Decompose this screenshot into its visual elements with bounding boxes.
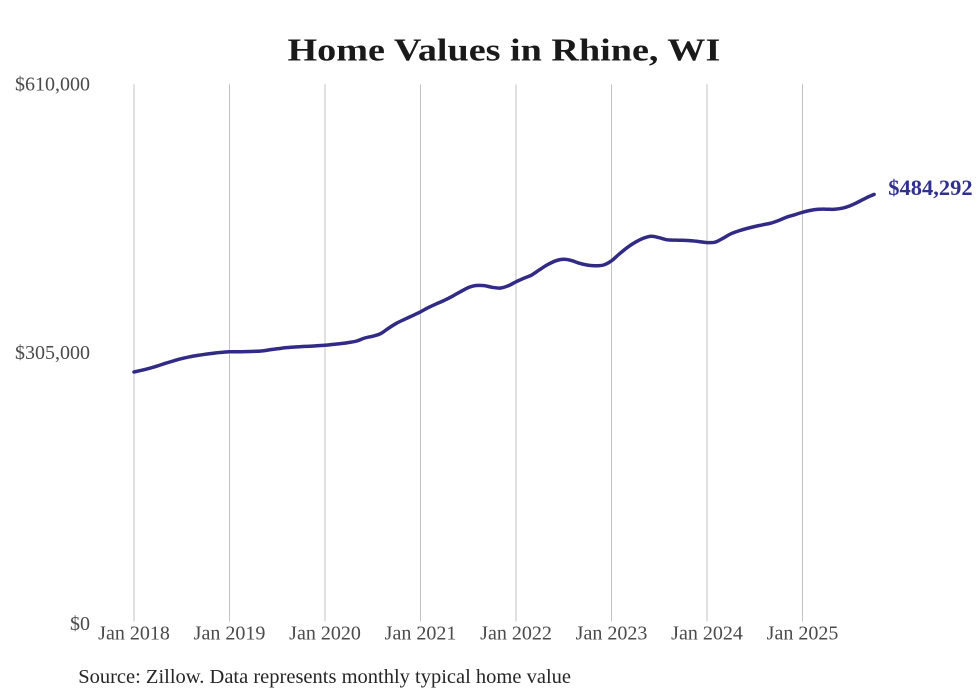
svg-text:Source: Zillow. Data represent: Source: Zillow. Data represents monthly …: [78, 666, 571, 688]
svg-text:$305,000: $305,000: [15, 342, 90, 364]
svg-text:Jan 2019: Jan 2019: [194, 623, 266, 645]
svg-text:$484,292: $484,292: [888, 175, 972, 200]
svg-text:Jan 2021: Jan 2021: [385, 623, 457, 645]
svg-text:Jan 2022: Jan 2022: [480, 623, 552, 645]
svg-text:$0: $0: [70, 613, 90, 635]
svg-text:Jan 2020: Jan 2020: [289, 623, 361, 645]
svg-text:Jan 2018: Jan 2018: [98, 623, 170, 645]
svg-text:Home Values in Rhine, WI: Home Values in Rhine, WI: [288, 32, 721, 67]
svg-text:Jan 2024: Jan 2024: [671, 623, 743, 645]
svg-text:Jan 2025: Jan 2025: [767, 623, 839, 645]
svg-text:Jan 2023: Jan 2023: [576, 623, 648, 645]
svg-text:$610,000: $610,000: [15, 74, 90, 96]
